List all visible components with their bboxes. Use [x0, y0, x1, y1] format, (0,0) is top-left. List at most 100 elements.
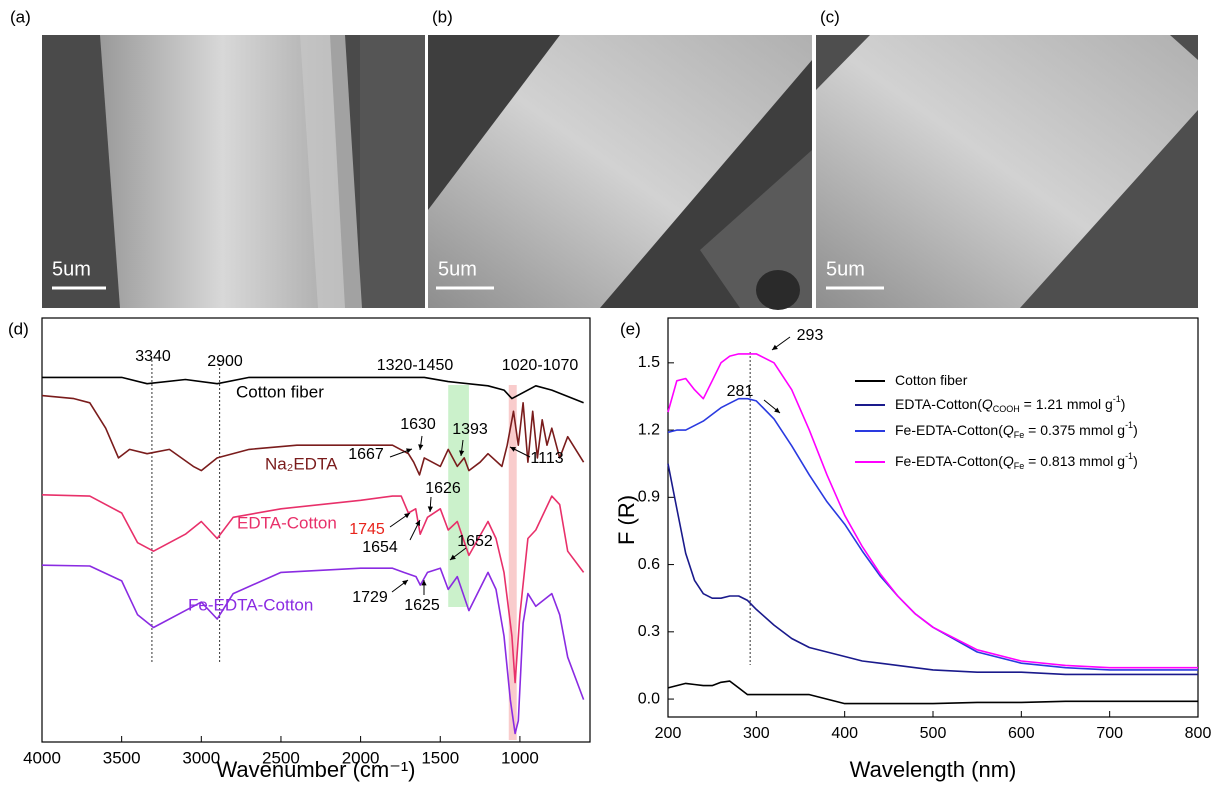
y-tick-label: 1.2	[638, 421, 660, 438]
annotation: 1652	[457, 533, 493, 550]
x-tick-label: 4000	[23, 748, 61, 767]
panel-label: (d)	[8, 319, 29, 338]
annotation: 281	[727, 383, 754, 400]
series-line	[667, 353, 1198, 669]
text-part: Q	[982, 396, 993, 412]
legend-label: Fe-EDTA-Cotton(QFe = 0.813 mmol g-1)	[895, 451, 1138, 471]
sem-image	[42, 35, 425, 308]
text-part: )	[1133, 453, 1138, 469]
sem-image	[428, 35, 812, 310]
legend-label: EDTA-Cotton(QCOOH = 1.21 mmol g-1)	[895, 394, 1125, 414]
sem-image	[816, 35, 1198, 308]
x-tick-label: 3000	[182, 748, 220, 767]
y-tick-label: 1.5	[638, 354, 660, 371]
y-tick-label: 0.0	[638, 690, 660, 707]
annotation: 1729	[352, 589, 388, 606]
text-part: COOH	[993, 404, 1020, 414]
arrow-head	[774, 407, 780, 413]
text-part: Fe-EDTA-Cotton(	[895, 422, 1003, 438]
annotation: 1625	[404, 597, 440, 614]
text-part: )	[1133, 422, 1138, 438]
text-part: Fe	[1014, 461, 1025, 471]
series-line	[41, 394, 585, 476]
text-part: = 1.21 mmol g	[1020, 396, 1113, 412]
y-tick-label: 0.3	[638, 623, 660, 640]
x-tick-label: 800	[1185, 725, 1212, 742]
series-line	[42, 376, 584, 404]
arrow-head	[450, 554, 456, 560]
series-line	[667, 463, 1198, 676]
text-part: EDTA-Cotton(	[895, 396, 982, 412]
series-line	[667, 397, 1198, 671]
scale-bar-label: 5um	[52, 258, 91, 280]
x-tick-label: 2500	[262, 748, 300, 767]
x-tick-label: 3500	[103, 748, 141, 767]
arrow-head	[404, 513, 410, 519]
x-tick-label: 300	[743, 725, 770, 742]
arrow-head	[406, 448, 412, 454]
annotation: 1393	[452, 421, 488, 438]
arrow-head	[772, 344, 778, 350]
y-axis-title: F (R)	[614, 495, 639, 545]
arrow-head	[427, 506, 433, 512]
x-tick-label: 600	[1008, 725, 1035, 742]
arrow-head	[402, 580, 408, 586]
panel-label: (b)	[432, 7, 453, 26]
x-tick-label: 2000	[342, 748, 380, 767]
text-part: Cotton fiber	[895, 372, 968, 388]
series-label: EDTA-Cotton	[237, 513, 337, 532]
annotation: 1654	[362, 539, 398, 556]
x-axis-title: Wavenumber (cm⁻¹)	[216, 757, 415, 782]
text-part: -1	[1113, 394, 1121, 404]
annotation: 2900	[207, 353, 243, 370]
x-tick-label: 400	[831, 725, 858, 742]
arrow-head	[415, 520, 420, 526]
arrow-head	[510, 447, 516, 452]
text-part: = 0.375 mmol g	[1024, 422, 1125, 438]
annotation: 3340	[135, 348, 171, 365]
scale-bar-label: 5um	[826, 258, 865, 280]
panel-label: (e)	[620, 319, 641, 338]
text-part: -1	[1125, 451, 1133, 461]
arrow-head	[421, 580, 427, 586]
text-part: Fe-EDTA-Cotton(	[895, 453, 1003, 469]
highlight-band	[508, 385, 517, 740]
y-tick-label: 0.6	[638, 556, 660, 573]
series-line	[667, 680, 1198, 705]
annotation: 1020-1070	[502, 357, 579, 374]
x-tick-label: 500	[920, 725, 947, 742]
x-tick-label: 1500	[421, 748, 459, 767]
text-part: )	[1121, 396, 1126, 412]
text-part: -1	[1125, 420, 1133, 430]
text-part: Q	[1003, 453, 1014, 469]
plot-frame	[41, 317, 591, 743]
panel-label: (a)	[10, 7, 31, 26]
text-part: Q	[1003, 422, 1014, 438]
legend-label: Cotton fiber	[895, 372, 968, 388]
highlight-band	[448, 385, 469, 607]
annotation: 1630	[400, 416, 436, 433]
legend-label: Fe-EDTA-Cotton(QFe = 0.375 mmol g-1)	[895, 420, 1138, 440]
text-part: = 0.813 mmol g	[1024, 453, 1125, 469]
annotation: 293	[797, 327, 824, 344]
annotation: 1745	[349, 521, 385, 538]
arrow-head	[459, 450, 465, 456]
series-label: Na₂EDTA	[265, 454, 338, 473]
series-line	[41, 564, 585, 735]
text-part: Fe	[1014, 430, 1025, 440]
series-line	[41, 494, 585, 684]
series-label: Fe-EDTA-Cotton	[188, 595, 313, 614]
x-axis-title: Wavelength (nm)	[850, 757, 1017, 782]
series-label: Cotton fiber	[236, 382, 324, 401]
annotation: 1667	[348, 446, 384, 463]
annotation: 1320-1450	[377, 357, 454, 374]
annotation: 1626	[425, 480, 461, 497]
x-tick-label: 200	[655, 725, 682, 742]
x-tick-label: 700	[1096, 725, 1123, 742]
x-tick-label: 1000	[501, 748, 539, 767]
panel-label: (c)	[820, 7, 840, 26]
y-tick-label: 0.9	[638, 489, 660, 506]
scale-bar-label: 5um	[438, 258, 477, 280]
